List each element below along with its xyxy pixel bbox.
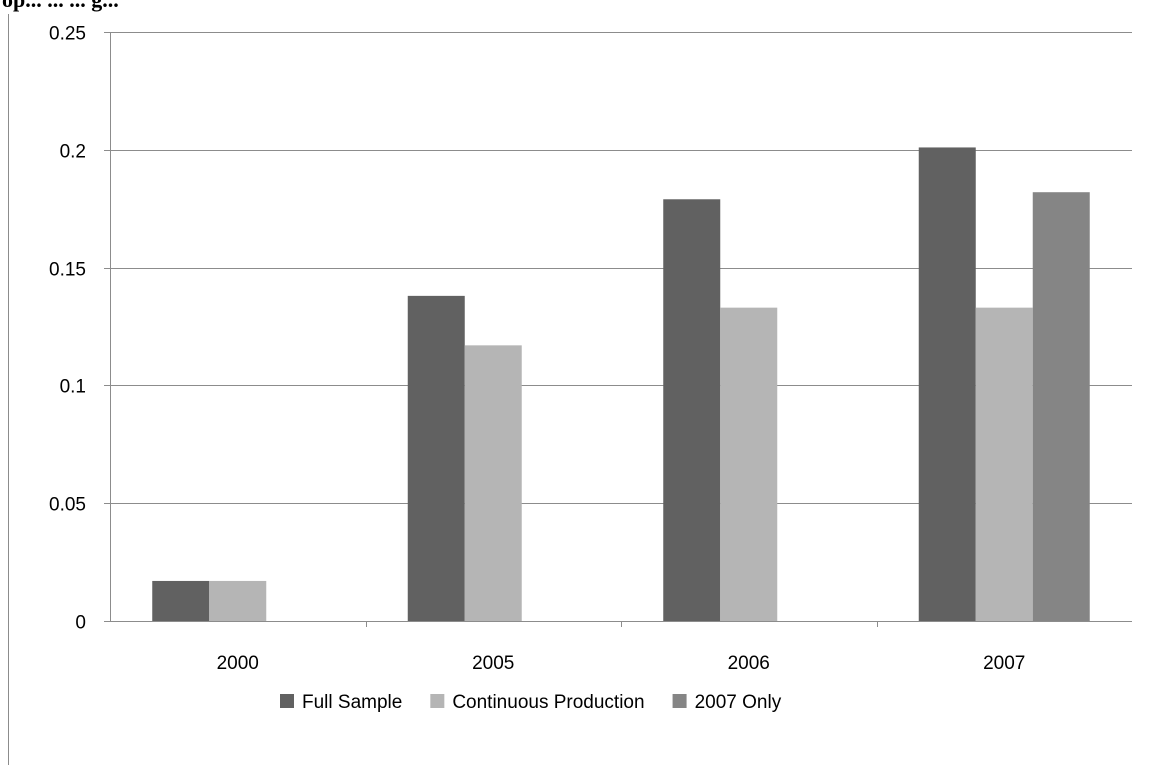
cropped-header-text: op... ... ... g...	[2, 0, 119, 13]
bar	[464, 345, 522, 621]
x-tick-label: 2006	[728, 653, 770, 674]
bar	[209, 580, 267, 621]
x-tick-labels: 2000 2005 2006 2007	[217, 653, 1026, 674]
bar	[663, 199, 721, 621]
bar	[720, 307, 778, 621]
bar	[918, 147, 976, 621]
x-tick-label: 2005	[472, 653, 514, 674]
legend: Full Sample Continuous Production 2007 Onl…	[280, 692, 782, 713]
bar	[407, 295, 465, 621]
bar	[1032, 192, 1090, 621]
y-tick-label: 0.25	[49, 24, 86, 45]
bars	[152, 147, 1090, 621]
y-tick-label: 0	[75, 613, 86, 634]
y-tick-labels: 0 0.05 0.1 0.15 0.2 0.25	[49, 24, 86, 634]
bar	[975, 307, 1033, 621]
legend-label: Continuous Production	[452, 692, 644, 713]
legend-swatch	[280, 694, 294, 708]
axes	[104, 32, 1132, 627]
y-tick-label: 0.1	[60, 377, 86, 398]
bar	[152, 580, 210, 621]
legend-label: 2007 Only	[695, 692, 782, 713]
y-tick-label: 0.2	[60, 142, 86, 163]
legend-swatch	[672, 694, 687, 708]
x-tick-label: 2007	[983, 653, 1025, 674]
legend-label: Full Sample	[302, 692, 402, 713]
x-tick-label: 2000	[217, 653, 259, 674]
legend-swatch	[430, 694, 445, 708]
y-tick-label: 0.15	[49, 260, 86, 281]
y-tick-label: 0.05	[49, 495, 86, 516]
